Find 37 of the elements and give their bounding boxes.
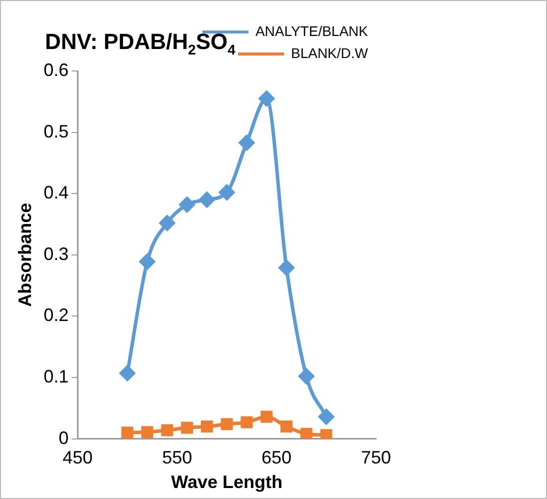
y-tick-label: 0.3 (44, 244, 69, 264)
x-tick-label: 550 (162, 448, 192, 468)
point (159, 215, 175, 231)
point (179, 196, 195, 212)
point (200, 420, 213, 433)
x-tick-label: 650 (262, 448, 292, 468)
x-axis-title: Wave Length (171, 472, 282, 492)
point (139, 254, 155, 270)
point (219, 184, 235, 200)
point (278, 260, 294, 276)
point (300, 428, 312, 439)
x-tick-label: 750 (360, 448, 392, 468)
point (141, 426, 154, 438)
y-tick-label: 0 (58, 428, 69, 448)
x-tick-label: 450 (62, 448, 93, 468)
point (220, 418, 233, 430)
point (120, 365, 136, 381)
point (240, 416, 253, 428)
y-axis-title: Absorbance (14, 202, 35, 307)
legend-label: BLANK/D.W (290, 44, 369, 61)
point (280, 420, 292, 433)
y-tick-label: 0.6 (44, 60, 69, 80)
legend-label: ANALYTE/BLANK (255, 22, 369, 39)
y-tick-label: 0.2 (44, 305, 69, 326)
point (121, 426, 134, 439)
point (238, 134, 254, 150)
chart-title: DNV: PDAB/H$_{2}$SO$_{4}$ (45, 29, 236, 58)
point (298, 368, 314, 384)
point (318, 408, 334, 424)
y-tick-label: 0.5 (44, 121, 69, 142)
y-tick-label: 0.1 (44, 366, 69, 386)
point (260, 410, 273, 423)
y-tick-label: 0.4 (44, 182, 69, 203)
point (258, 90, 274, 106)
point (181, 422, 194, 434)
point (199, 192, 215, 208)
point (161, 424, 174, 436)
